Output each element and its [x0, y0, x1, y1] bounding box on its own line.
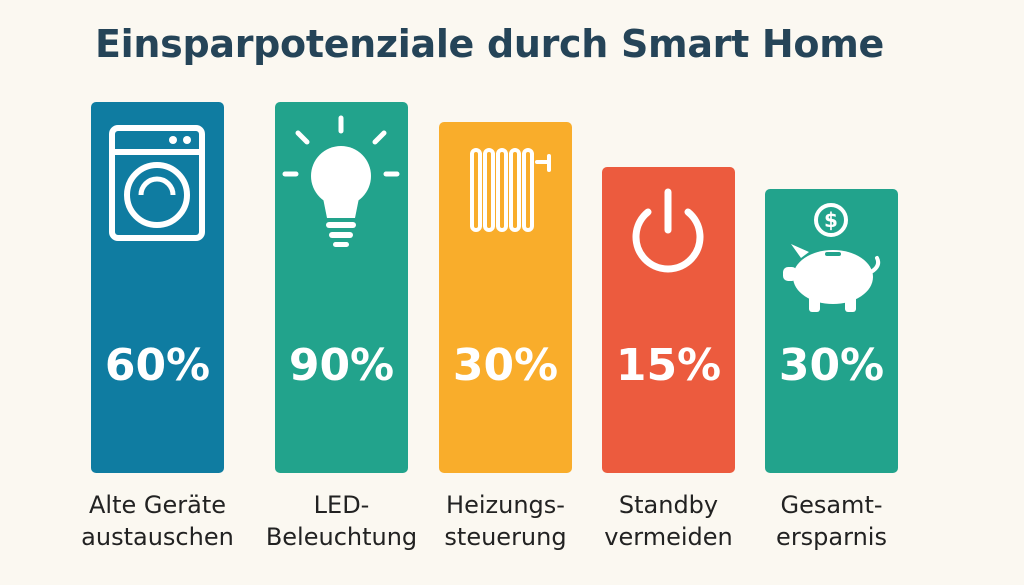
category-label: ersparnis: [776, 523, 887, 551]
chart-title: Einsparpotenziale durch Smart Home: [95, 22, 884, 66]
washing-machine-icon: [109, 125, 205, 241]
category-label: LED-: [314, 491, 370, 519]
value-label: 15%: [616, 340, 721, 391]
value-label: 30%: [453, 340, 558, 391]
bar: [765, 189, 898, 473]
category-label: Standby: [619, 491, 718, 519]
category-label: Heizungs-: [446, 491, 565, 519]
category-label: vermeiden: [604, 523, 732, 551]
category-label: Alte Geräte: [89, 491, 226, 519]
piggy-bank-icon: $: [783, 203, 881, 312]
power-icon: [632, 188, 704, 273]
bars-group: 60% Alte Geräte austauschen 90% LED- Beleucht…: [81, 102, 898, 551]
value-label: 60%: [105, 340, 210, 391]
value-label: 90%: [289, 340, 394, 391]
category-label: Beleuchtung: [266, 523, 417, 551]
category-label: austauschen: [81, 523, 234, 551]
value-label: 30%: [779, 340, 884, 391]
radiator-icon: [470, 148, 551, 232]
bar: [275, 102, 408, 473]
category-label: steuerung: [444, 523, 566, 551]
light-bulb-icon: [282, 115, 400, 247]
category-label: Gesamt-: [780, 491, 882, 519]
svg-text:$: $: [824, 208, 838, 232]
